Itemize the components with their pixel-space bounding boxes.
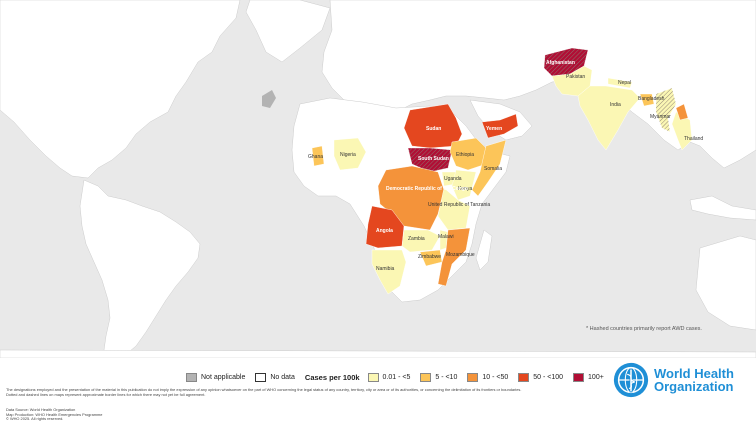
label-nepal: Nepal <box>618 80 631 86</box>
legend-not-applicable: Not applicable <box>186 372 246 382</box>
label-myanmar: Myanmar <box>650 114 671 120</box>
legend-no-data: No data <box>255 372 295 382</box>
label-nigeria: Nigeria <box>340 152 356 158</box>
who-line2: Organization <box>654 379 734 394</box>
region-not-applicable <box>262 90 276 108</box>
legend-label-no-data: No data <box>270 373 295 381</box>
legend-label-bin-2: 5 - <10 <box>435 373 458 381</box>
label-drc: Democratic Republic of the Congo <box>386 186 468 192</box>
legend-label-bin-3: 10 - <50 <box>482 373 509 381</box>
label-mozambique: Mozambique <box>446 252 475 258</box>
label-yemen: Yemen <box>486 126 502 132</box>
label-thailand: Thailand <box>684 136 703 142</box>
map-production: Map Production: WHO Health Emergencies P… <box>6 411 103 417</box>
legend-bin-3: 10 - <50 <box>467 372 509 382</box>
legend-bin-5: 100+ <box>573 372 604 382</box>
land-south-america <box>79 179 201 358</box>
legend-bin-4: 50 - <100 <box>518 372 564 382</box>
choropleth-map: Afghanistan Pakistan Nepal India Banglad… <box>0 0 756 358</box>
country-nepal <box>607 77 633 89</box>
label-ghana: Ghana <box>308 154 323 160</box>
label-kenya: Kenya <box>458 186 472 192</box>
label-afghanistan: Afghanistan <box>546 60 575 66</box>
legend-bin-2: 5 - <10 <box>420 372 458 382</box>
country-kenya <box>451 169 477 201</box>
country-zimbabwe <box>419 249 443 267</box>
legend-label-not-applicable: Not applicable <box>201 373 246 381</box>
land-antarctica <box>0 349 756 358</box>
who-emblem-icon <box>613 362 649 398</box>
country-ethiopia <box>449 137 489 171</box>
disclaimer-text: The designations employed and the presen… <box>6 387 522 397</box>
who-logo: World Health Organization <box>612 356 752 404</box>
label-bangladesh: Bangladesh <box>638 96 665 102</box>
hatch-note: * Hashed countries primarily report AWD … <box>586 326 702 332</box>
label-tanzania: United Republic of Tanzania <box>428 202 490 208</box>
swatch-not-applicable <box>186 372 197 382</box>
country-namibia <box>371 249 407 295</box>
legend-bin-1: 0.01 - <5 <box>367 372 411 382</box>
country-nigeria <box>333 137 367 171</box>
country-afghanistan-hatch <box>544 48 588 76</box>
swatch-bin-2 <box>420 372 432 382</box>
land-madagascar <box>475 229 493 271</box>
legend-label-bin-5: 100+ <box>588 373 604 381</box>
country-ghana <box>311 145 325 167</box>
label-angola: Angola <box>376 228 393 234</box>
legend-label-bin-4: 50 - <100 <box>533 373 564 381</box>
country-somalia <box>471 139 507 197</box>
map-legend: Not applicable No data Cases per 100k 0.… <box>186 370 614 384</box>
label-malawi: Malawi <box>438 234 454 240</box>
swatch-bin-1 <box>367 372 379 382</box>
country-myanmar-hatch <box>656 88 676 132</box>
swatch-bin-5 <box>573 372 585 382</box>
legend-label-bin-1: 0.01 - <5 <box>382 373 411 381</box>
label-india: India <box>610 102 621 108</box>
country-bangladesh <box>639 93 655 107</box>
label-ethiopia: Ethiopia <box>456 152 474 158</box>
source-block: Data Source: World Health Organization M… <box>6 407 306 422</box>
swatch-bin-3 <box>467 372 479 382</box>
label-uganda: Uganda <box>444 176 462 182</box>
label-pakistan: Pakistan <box>566 74 585 80</box>
swatch-no-data <box>255 372 267 382</box>
country-yemen <box>481 113 519 139</box>
country-angola <box>365 205 405 249</box>
legend-title: Cases per 100k <box>304 372 360 382</box>
who-line1: World Health <box>654 365 734 381</box>
country-thailand <box>671 111 693 151</box>
label-sudan: Sudan <box>426 126 441 132</box>
label-namibia: Namibia <box>376 266 395 272</box>
country-thailand-extra <box>675 103 689 121</box>
label-zimbabwe: Zimbabwe <box>418 254 441 260</box>
country-south-sudan-hatch <box>408 148 452 172</box>
label-somalia: Somalia <box>484 166 502 172</box>
country-mozambique <box>437 227 471 287</box>
copyright: © WHO 2025. All rights reserved. <box>6 416 64 422</box>
country-zambia <box>401 229 441 253</box>
country-tanzania <box>437 187 471 231</box>
swatch-bin-4 <box>518 372 530 382</box>
land-greenland <box>245 0 331 63</box>
land-australia <box>695 235 756 331</box>
label-south-sudan: South Sudan <box>418 156 449 162</box>
land-north-america <box>0 0 241 179</box>
label-zambia: Zambia <box>408 236 425 242</box>
data-source: Data Source: World Health Organization <box>6 407 76 412</box>
land-indonesia <box>689 195 756 221</box>
who-wordmark: World Health Organization <box>654 365 734 394</box>
country-india <box>577 85 641 151</box>
